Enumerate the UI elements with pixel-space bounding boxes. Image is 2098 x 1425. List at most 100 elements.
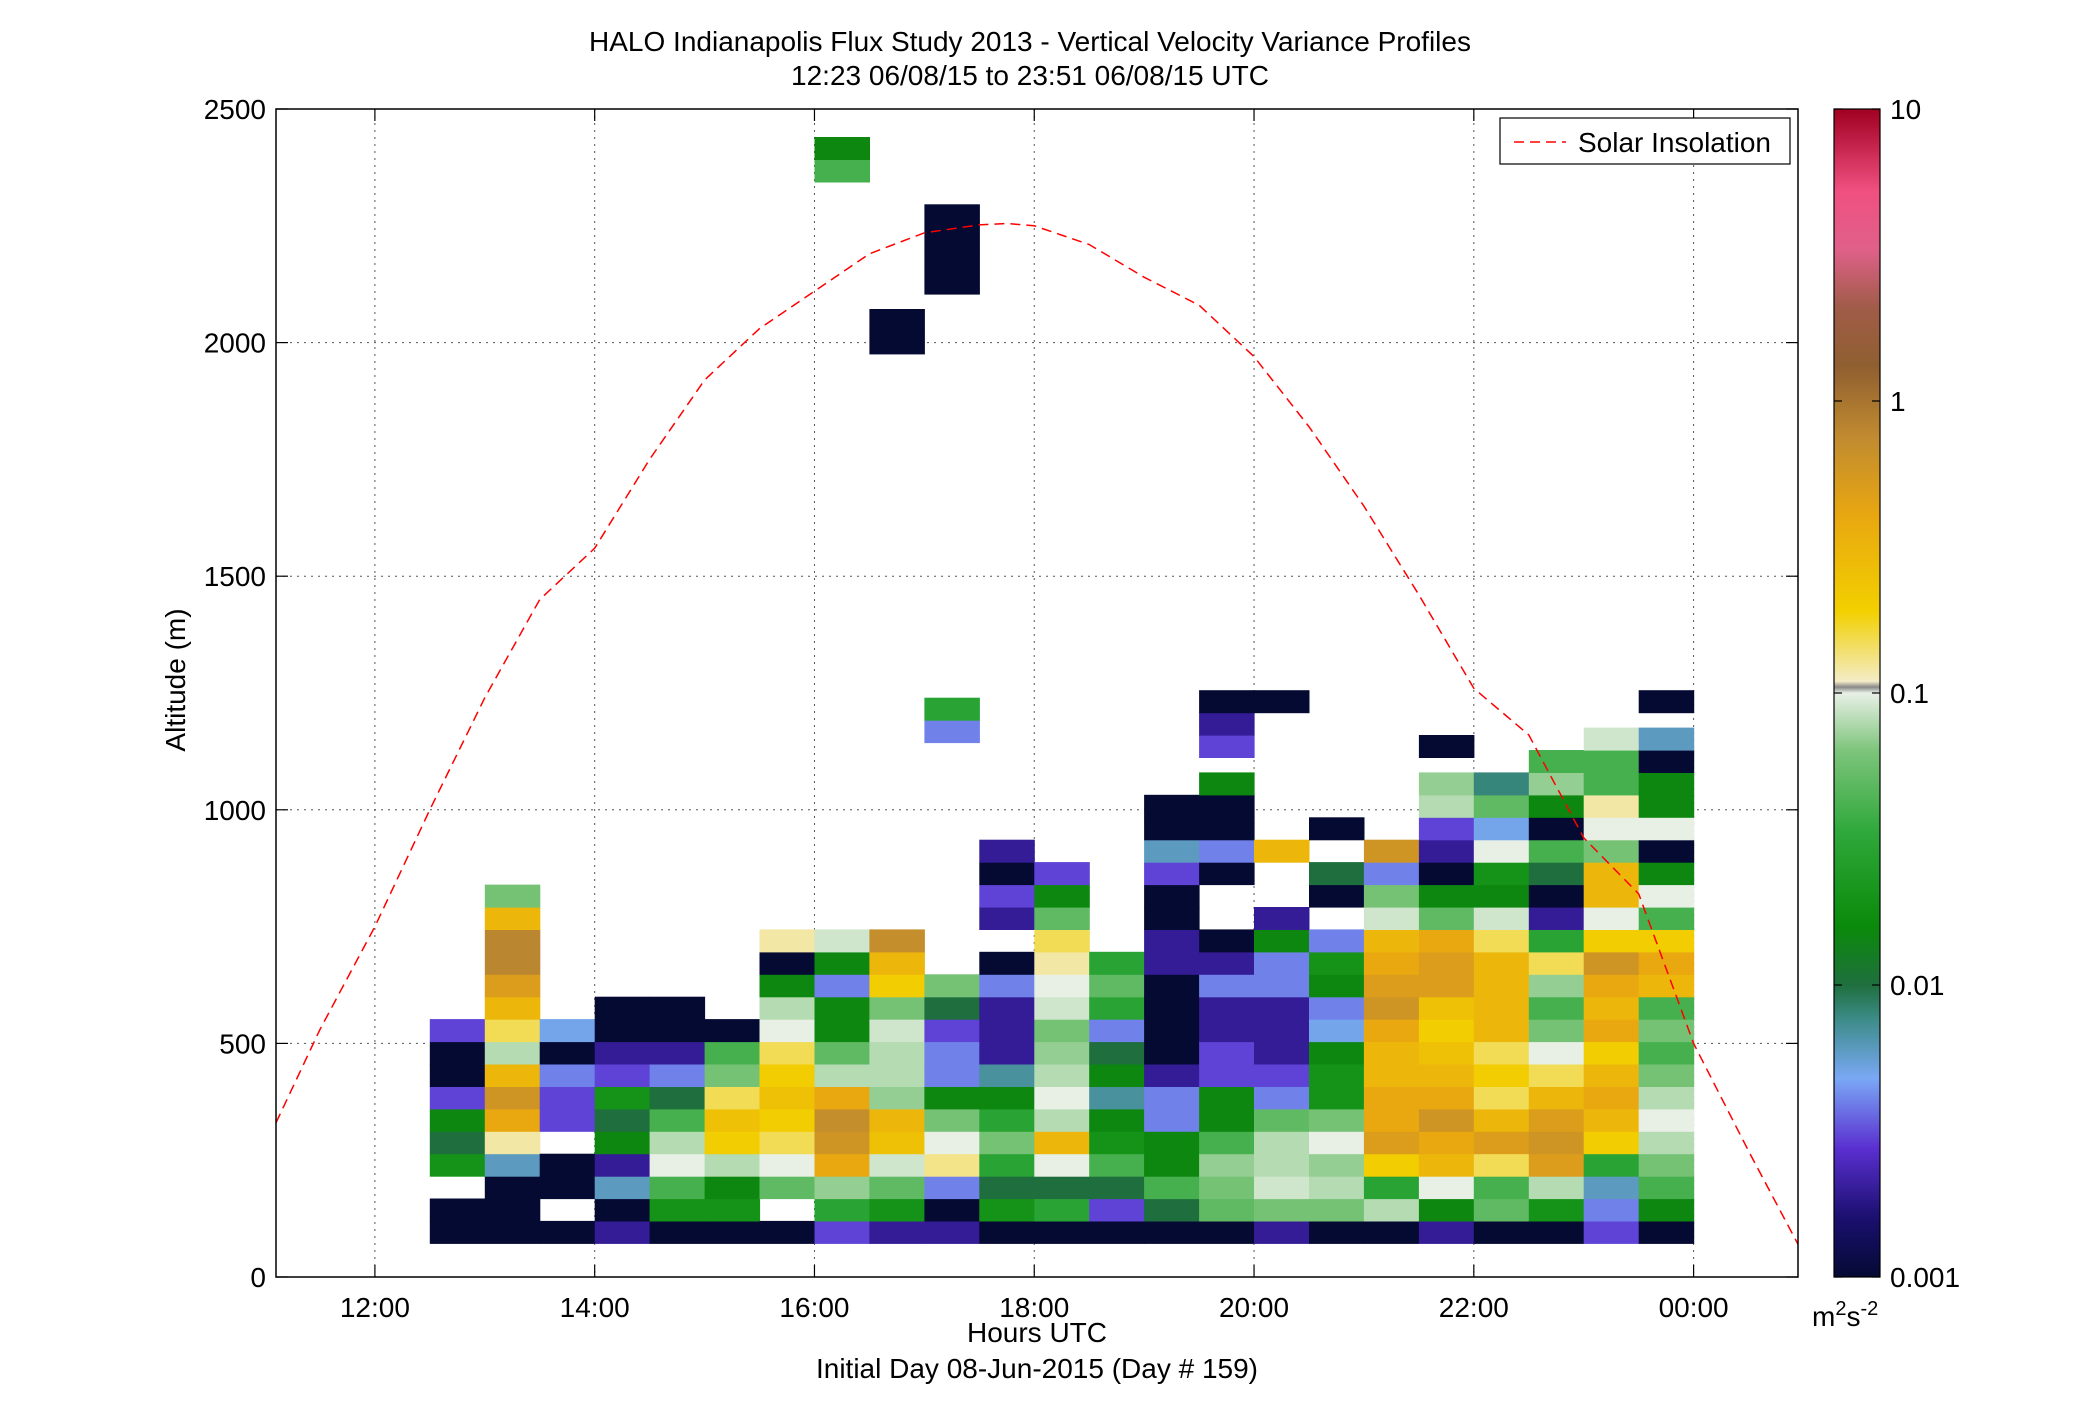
heatmap-cell (869, 1220, 925, 1244)
heatmap-cell (869, 1019, 925, 1043)
x-axis-label: Hours UTC (966, 1317, 1107, 1348)
heatmap-cell (924, 1108, 980, 1132)
colorbar-ticks: 0.001 0.01 0.1 1 10 (1834, 94, 1960, 1293)
heatmap-cell (1418, 735, 1475, 758)
heatmap-cell (1199, 862, 1255, 886)
heatmap-cell (1199, 1019, 1255, 1043)
heatmap-cell (1309, 929, 1365, 953)
y-tick-label: 500 (219, 1028, 266, 1059)
heatmap-cell (649, 1176, 706, 1200)
heatmap-cell (704, 1198, 761, 1222)
heatmap-cell (1199, 1198, 1255, 1222)
heatmap-cell (1363, 839, 1420, 863)
heatmap-cell (1089, 951, 1145, 975)
heatmap-cell (869, 1198, 925, 1222)
heatmap-cell (1583, 929, 1640, 953)
x-tick-label: 14:00 (560, 1292, 630, 1323)
colorbar-tick-label: 1 (1890, 386, 1906, 417)
heatmap-cell (1418, 1019, 1475, 1043)
heatmap-cell (1034, 1064, 1090, 1087)
heatmap-cell (1473, 1064, 1530, 1087)
heatmap-cell (814, 1176, 870, 1200)
heatmap-cell (1034, 907, 1090, 930)
initial-day-label: Initial Day 08-Jun-2015 (Day # 159) (815, 1353, 1258, 1384)
heatmap-cell (1473, 1198, 1530, 1222)
heatmap-cell (1254, 1064, 1310, 1087)
heatmap-cell (1583, 1108, 1640, 1132)
heatmap-cell (1034, 1198, 1090, 1222)
heatmap-cell (429, 1086, 486, 1110)
plot-frame (275, 108, 1799, 1278)
heatmap-cell (1254, 907, 1310, 930)
heatmap-cell (1034, 1041, 1090, 1065)
heatmap-cell (1089, 1176, 1145, 1200)
heatmap-cell (1583, 1131, 1640, 1155)
heatmap-cell (759, 974, 815, 998)
heatmap-cell (1144, 1086, 1200, 1110)
heatmap-cell (1638, 839, 1695, 863)
heatmap-cell (1638, 817, 1695, 841)
heatmap-cell (539, 1176, 596, 1200)
heatmap-cell (1254, 1176, 1310, 1200)
heatmap-cell (1583, 839, 1640, 863)
heatmap-cell (1144, 1108, 1200, 1132)
heatmap-cell (1583, 1198, 1640, 1222)
heatmap-cell (594, 1041, 651, 1065)
heatmap-cell (704, 1064, 761, 1087)
heatmap-cell (1089, 1041, 1145, 1065)
heatmap-cell (1473, 839, 1530, 863)
heatmap-cell (1583, 1019, 1640, 1043)
heatmap-cell (1309, 1019, 1365, 1043)
heatmap-cell (1363, 907, 1420, 930)
heatmap-cell (1583, 974, 1640, 998)
heatmap-cell (429, 1019, 486, 1043)
heatmap-cell (1583, 1220, 1640, 1244)
heatmap-cell (484, 1064, 541, 1087)
heatmap-cell (924, 1019, 980, 1043)
heatmap-cell (924, 226, 980, 250)
heatmap-cell (484, 907, 541, 930)
heatmap-cell (979, 839, 1035, 863)
heatmap-cell (1089, 1108, 1145, 1132)
heatmap-cell (1583, 996, 1640, 1020)
heatmap-cell (1144, 1064, 1200, 1087)
heatmap-cell (1309, 1108, 1365, 1132)
y-tick-label: 1500 (204, 561, 266, 592)
y-axis-label: Altitude (m) (160, 608, 191, 752)
heatmap-cell (814, 1220, 870, 1244)
heatmap-cell (1583, 794, 1640, 818)
heatmap-cell (1199, 1131, 1255, 1155)
heatmap-cell (1309, 1131, 1365, 1155)
heatmap-cell (1418, 907, 1475, 930)
heatmap-cell (429, 1108, 486, 1132)
heatmap-cell (1199, 1220, 1255, 1244)
heatmap-cell (869, 1131, 925, 1155)
heatmap-cell (1528, 839, 1585, 863)
heatmap-cell (814, 1153, 870, 1177)
heatmap-cell (1528, 817, 1585, 841)
heatmap-cell (1199, 1086, 1255, 1110)
heatmap-cell (1363, 1019, 1420, 1043)
heatmap-cell (924, 1198, 980, 1222)
colorbar-tick-label: 0.001 (1890, 1262, 1960, 1293)
y-tick-label: 2500 (204, 94, 266, 125)
heatmap-cell (1144, 794, 1200, 818)
heatmap-cell (979, 974, 1035, 998)
heatmap-cell (704, 1176, 761, 1200)
colorbar: 0.001 0.01 0.1 1 10 m2s-2 (1812, 94, 1960, 1332)
heatmap-cell (1638, 929, 1695, 953)
heatmap-cell (1528, 772, 1585, 796)
heatmap-cell (1089, 1086, 1145, 1110)
x-tick-label: 20:00 (1219, 1292, 1289, 1323)
heatmap-cell (869, 951, 925, 975)
heatmap-cell (1363, 1108, 1420, 1132)
heatmap-cell (484, 1086, 541, 1110)
heatmap-cell (1583, 817, 1640, 841)
heatmap-cell (759, 996, 815, 1020)
heatmap-cell (1254, 1019, 1310, 1043)
heatmap-cell (1473, 1153, 1530, 1177)
heatmap-cell (1144, 884, 1200, 908)
heatmap-cell (759, 1176, 815, 1200)
